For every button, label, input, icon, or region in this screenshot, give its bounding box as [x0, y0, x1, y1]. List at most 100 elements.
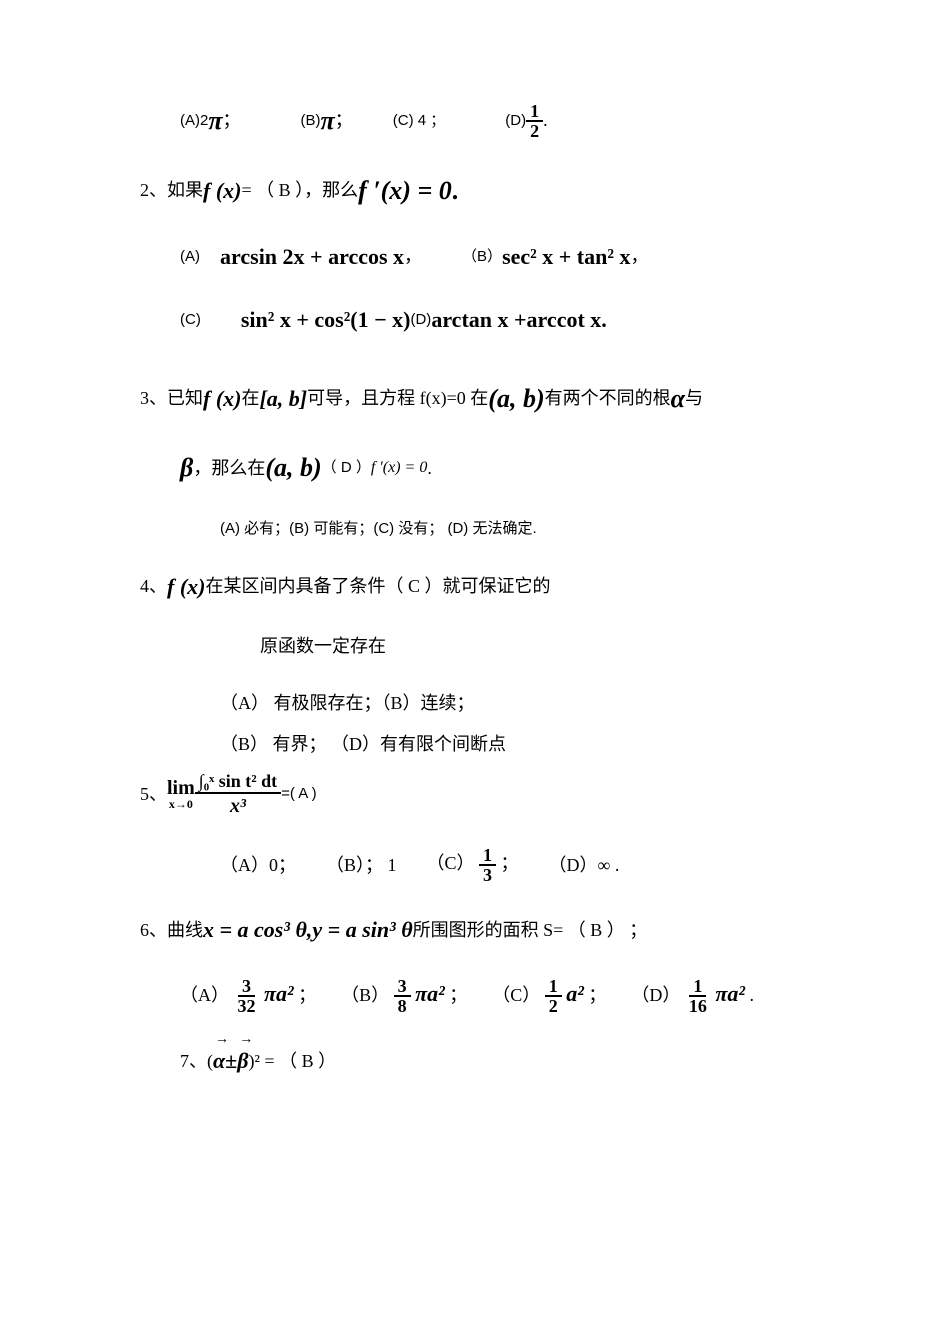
q2-opts-row1: (A) arcsin 2x + arccos x ， （B） sec² x + … [140, 239, 805, 274]
q5-frac: ∫₀ˣ sin t² dt x³ [195, 770, 281, 818]
q5-stem: 5、 lim x→0 ∫₀ˣ sin t² dt x³ =( A ) [140, 770, 805, 818]
q2-opts-row2: (C) sin² x + cos²(1 − x) (D) arctan x + … [140, 302, 805, 337]
q6-xeq: x = a cos³ θ [203, 912, 307, 947]
q6-d-rest: πa² [715, 981, 745, 1006]
q1-opt-b-label: (B) [301, 109, 321, 133]
frac-den: 3 [479, 866, 496, 884]
q1-opt-b-pi: π [321, 100, 335, 142]
q6-opts: （A） 3 32 πa² ； （B） 3 8 πa² ； （C） 1 2 a² … [140, 976, 805, 1016]
q5-c-frac: 1 3 [479, 846, 496, 884]
q5-opts: （A）0； （B）； 1 （C） 1 3 ； （D）∞ . [140, 846, 805, 884]
q3-stem-line2: β ，那么在 (a, b) （ D ） f ′(x) = 0 . [140, 447, 805, 489]
q3-prefix: 3、已知 [140, 384, 203, 413]
q1-opt-c: (C) 4 ； [393, 109, 446, 133]
q6-c-tail: ； [588, 985, 606, 1005]
q6-c-frac: 1 2 [545, 977, 562, 1015]
q3-ans: （ D ） [322, 456, 371, 480]
q3-fprime: f ′(x) = 0 [371, 455, 428, 481]
q2-d-expr1: arctan x + [431, 302, 526, 337]
q6-b-tail: ； [449, 985, 467, 1005]
q6-b-frac: 3 8 [394, 977, 411, 1015]
q6-opt-a: （A） 3 32 πa² ； [180, 976, 316, 1016]
q4-line2: 原函数一定存在 [140, 632, 805, 661]
q1-opt-d-label: (D) [505, 109, 526, 133]
q3-t5: ，那么在 [193, 454, 265, 483]
q5-opt-a: （A）0； [220, 851, 296, 880]
q6-opt-c: （C） 1 2 a² ； [492, 976, 606, 1016]
frac-num: 1 [545, 977, 562, 997]
q1-opt-a-tail: ； [223, 106, 241, 135]
q2-b-label: （B） [462, 245, 502, 269]
q4-stem: 4、 f (x) 在某区间内具备了条件（ C ）就可保证它的 [140, 569, 805, 604]
q3-t1: 在 [241, 384, 259, 413]
q3-opts: (A) 必有；(B) 可能有；(C) 没有； (D) 无法确定. [140, 517, 805, 541]
q4-opt-b-text: （B） 有界； （D）有有限个间断点 [220, 730, 506, 759]
q3-alpha: α [671, 378, 685, 420]
q2-prefix: 2、如果 [140, 176, 203, 205]
q4-body: 在某区间内具备了条件（ C ）就可保证它的 [205, 572, 550, 601]
q6-d-tail: . [749, 985, 754, 1005]
lim-text: lim [167, 778, 195, 798]
q2-stem: 2、如果 f (x) = （ B ），那么 f ′(x) = 0 . [140, 170, 805, 212]
q5-int: ∫₀ˣ sin t² dt [195, 770, 281, 794]
q6-a-label: （A） [180, 985, 229, 1005]
frac-num: 3 [394, 977, 411, 997]
q1-options-row: (A)2 π ； (B) π ； (C) 4 ； (D) 1 2 . [140, 100, 805, 142]
q2-a-expr: arcsin 2x + arccos x [220, 239, 404, 274]
q5-lim: lim x→0 [167, 778, 195, 810]
q6-yeq: y = a sin³ θ [312, 912, 412, 947]
q5-c-label: （C） [427, 853, 475, 873]
q2-fx: f (x) [203, 173, 241, 208]
q4-opt-a: （A） 有极限存在；（B）连续； [140, 689, 805, 718]
q7-suffix: )² = （ B ） [249, 1047, 337, 1076]
q3-stem-line1: 3、已知 f (x) 在 [a, b] 可导，且方程 f(x)=0 在 (a, … [140, 378, 805, 420]
frac-den: 32 [234, 997, 260, 1015]
q2-d-label: (D) [410, 308, 431, 332]
q7-stem: 7、( α ± β )² = （ B ） [140, 1043, 805, 1078]
q3-t2: 可导，且方程 f(x)=0 在 [307, 384, 488, 413]
frac-num: 1 [526, 102, 543, 122]
q6-prefix: 6、曲线 [140, 916, 203, 945]
q2-d-expr2: arc [527, 302, 557, 337]
q2-c-expr: sin² x + cos²(1 − x) [241, 302, 411, 337]
q3-ab2: (a, b) [488, 378, 544, 420]
q7-beta: β [237, 1043, 248, 1078]
q5-prefix: 5、 [140, 780, 167, 809]
q5-den: x³ [226, 794, 250, 818]
q4-fx: f (x) [167, 569, 205, 604]
q1-opt-a-pi: π [208, 100, 222, 142]
q4-prefix: 4、 [140, 572, 167, 601]
q2-period: . [452, 170, 459, 212]
q5-c-tail: ； [501, 853, 519, 873]
q6-c-rest: a² [566, 981, 584, 1006]
q1-opt-d-frac: 1 2 [526, 102, 543, 140]
q3-t3: 有两个不同的根 [545, 384, 671, 413]
q3-fx: f (x) [203, 381, 241, 416]
frac-den: 2 [526, 122, 543, 140]
q3-ab1: [a, b] [259, 381, 307, 416]
q6-opt-b: （B） 3 8 πa² ； [341, 976, 467, 1016]
q6-d-frac: 1 16 [685, 977, 711, 1015]
q7-alpha: α [213, 1043, 225, 1078]
frac-num: 3 [238, 977, 255, 997]
q6-stem: 6、曲线 x = a cos³ θ , y = a sin³ θ 所围图形的面积… [140, 912, 805, 947]
q2-a-label: (A) [180, 245, 200, 269]
q2-d-tail: . [601, 302, 607, 337]
q2-fprime: f ′(x) = 0 [358, 170, 452, 212]
q5-eq: =( A ) [281, 782, 316, 806]
frac-den: 2 [545, 997, 562, 1015]
q2-a-tail: ， [404, 242, 422, 271]
q4-opt-b: （B） 有界； （D）有有限个间断点 [140, 730, 805, 759]
q3-period: . [427, 454, 432, 483]
q5-opt-d: （D）∞ . [549, 851, 620, 880]
q5-opt-b: （B）； 1 [326, 851, 397, 880]
q6-opt-d: （D） 1 16 πa² . [631, 976, 754, 1016]
q1-opt-d-tail: . [543, 106, 548, 135]
q4-line2-text: 原函数一定存在 [260, 632, 386, 661]
frac-den: 16 [685, 997, 711, 1015]
q6-b-rest: πa² [415, 981, 445, 1006]
q2-b-expr: sec² x + tan² x [502, 239, 630, 274]
q2-mid: = （ B ），那么 [241, 176, 358, 205]
q6-d-label: （D） [631, 985, 680, 1005]
frac-num: 1 [479, 846, 496, 866]
